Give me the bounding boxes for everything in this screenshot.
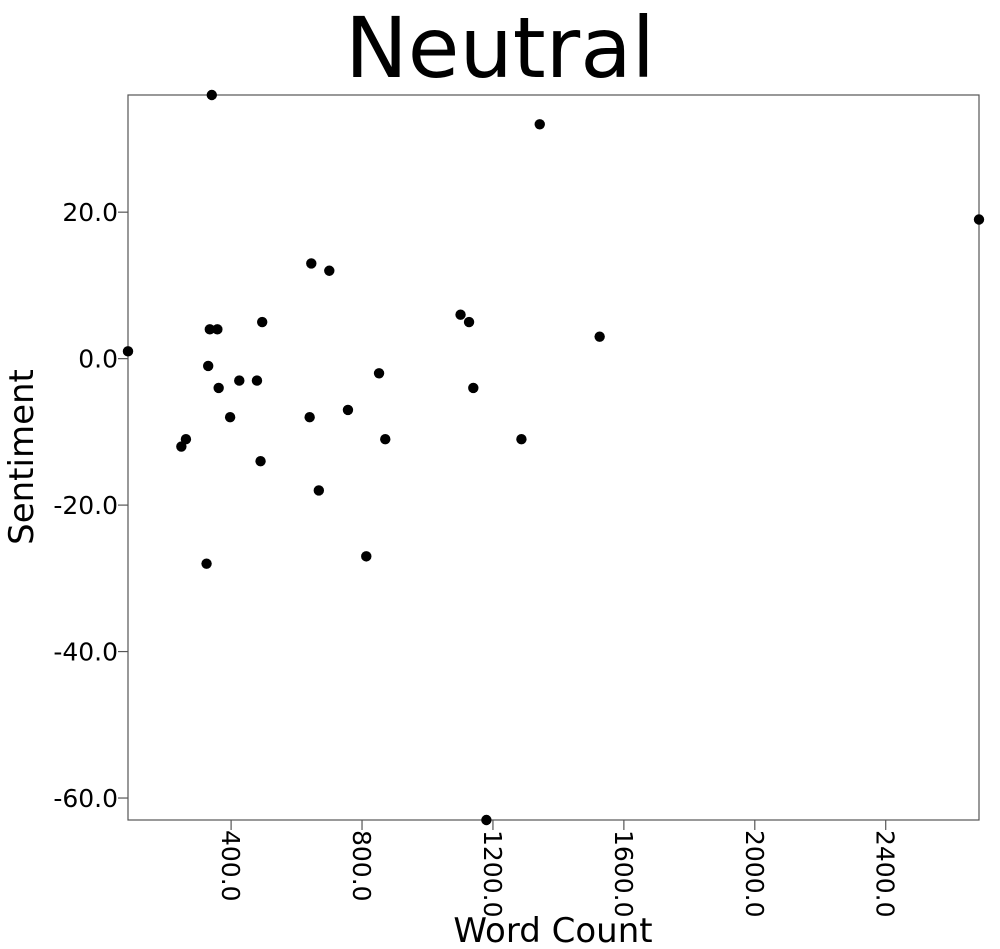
y-tick-label: -40.0 [53,638,118,667]
x-tick-label: 2400.0 [871,830,900,917]
data-point [234,375,245,386]
data-point [313,485,325,496]
data-point [213,382,224,394]
x-tick-label: 1200.0 [478,830,507,917]
data-point [204,324,216,335]
data-point [212,324,223,335]
x-tick-label: 1600.0 [609,830,638,917]
data-point [324,265,335,276]
data-point [594,331,605,342]
y-axis: 20.0 0.0 -20.0 -40.0 -60.0 [53,198,128,813]
x-axis: 400.0 800.0 1200.0 1600.0 2000.0 2400.0 [216,820,900,917]
data-point [468,382,479,394]
data-point [342,404,354,416]
data-point [380,433,391,445]
x-tick-label: 400.0 [216,830,245,902]
y-tick-label: -20.0 [53,491,118,520]
data-point [255,455,266,467]
data-point [304,412,315,423]
data-point [463,316,475,328]
x-axis-label: Word Count [453,911,652,949]
data-point [202,360,214,372]
data-point [251,375,263,386]
data-point [373,368,385,379]
data-point [455,309,466,320]
data-point [361,551,372,562]
y-axis-label: Sentiment [2,369,42,545]
data-point [256,316,268,328]
x-tick-label: 2000.0 [740,830,769,917]
data-point [224,412,236,423]
chart-title: Neutral [345,0,655,97]
data-point [534,119,545,130]
data-point [306,258,317,269]
x-tick-label: 800.0 [347,830,376,902]
data-points [122,89,985,826]
data-point [201,558,212,569]
data-point [206,89,217,101]
data-point [516,433,527,445]
data-point [973,214,985,225]
data-point [122,346,134,357]
plot-frame [127,94,980,821]
y-tick-label: -60.0 [53,784,118,813]
y-tick-label: 0.0 [78,345,118,374]
y-tick-label: 20.0 [62,198,118,227]
data-point [481,814,492,826]
data-point [180,433,192,445]
